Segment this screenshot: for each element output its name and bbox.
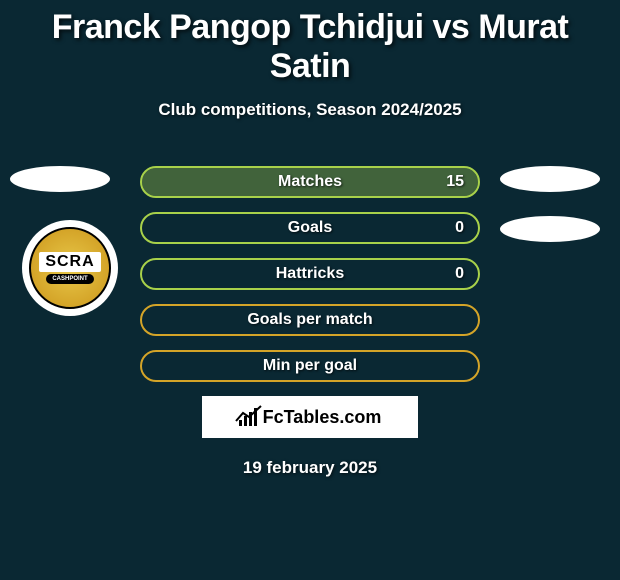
brand-chart-icon <box>239 408 257 426</box>
stat-bar-value: 0 <box>455 219 464 237</box>
club-logo-sub-text: CASHPOINT <box>46 274 93 284</box>
stat-bars: Matches 15 Goals 0 Hattricks 0 Goals per match… <box>140 166 480 382</box>
brand-text: FcTables.com <box>263 407 382 428</box>
stat-bar-label: Goals <box>288 219 332 237</box>
page-title: Franck Pangop Tchidjui vs Murat Satin <box>20 8 600 86</box>
club-logo-main-text: SCRA <box>39 252 100 272</box>
stat-bar-label: Min per goal <box>263 357 357 375</box>
club-logo-badge: SCRA CASHPOINT <box>29 227 111 309</box>
comparison-content: SCRA CASHPOINT Matches 15 Goals 0 Hattricks 0… <box>0 166 620 478</box>
player2-placeholder-oval-1 <box>500 166 600 192</box>
brand-box: FcTables.com <box>202 396 418 438</box>
page-subtitle: Club competitions, Season 2024/2025 <box>20 100 600 120</box>
stat-bar: Goals 0 <box>140 212 480 244</box>
stat-bar: Matches 15 <box>140 166 480 198</box>
player1-club-logo: SCRA CASHPOINT <box>22 220 118 316</box>
stat-bar-label: Hattricks <box>276 265 344 283</box>
player1-placeholder-oval <box>10 166 110 192</box>
stat-bar: Min per goal <box>140 350 480 382</box>
stat-bar-value: 15 <box>446 173 464 191</box>
stat-bar: Goals per match <box>140 304 480 336</box>
header: Franck Pangop Tchidjui vs Murat Satin Cl… <box>0 0 620 124</box>
stat-bar-value: 0 <box>455 265 464 283</box>
date-text: 19 february 2025 <box>0 458 620 478</box>
stat-bar-label: Matches <box>278 173 342 191</box>
stat-bar: Hattricks 0 <box>140 258 480 290</box>
player2-placeholder-oval-2 <box>500 216 600 242</box>
stat-bar-label: Goals per match <box>247 311 372 329</box>
